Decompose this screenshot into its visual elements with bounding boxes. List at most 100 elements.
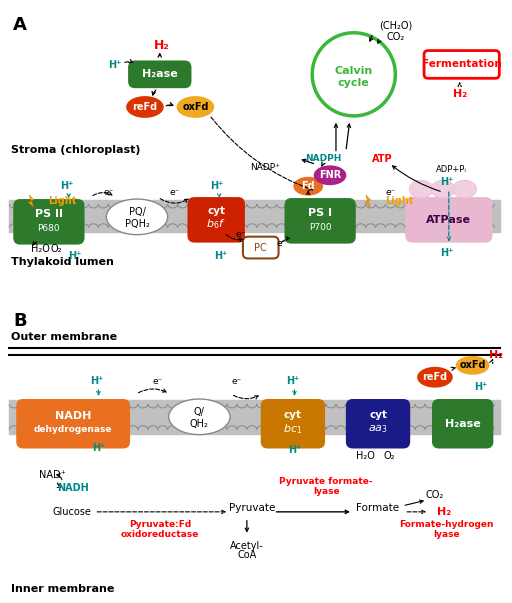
Text: NADH: NADH	[55, 411, 91, 421]
Ellipse shape	[177, 96, 214, 118]
Text: Outer membrane: Outer membrane	[11, 332, 117, 342]
Ellipse shape	[409, 180, 433, 198]
Text: Inner membrane: Inner membrane	[11, 584, 115, 594]
Text: Acetyl-: Acetyl-	[230, 540, 264, 551]
Text: H₂: H₂	[154, 39, 169, 52]
Text: H₂ase: H₂ase	[142, 69, 178, 80]
Text: Pyruvate:Fd: Pyruvate:Fd	[129, 520, 191, 529]
Text: Light: Light	[386, 196, 414, 206]
Text: e⁻: e⁻	[232, 377, 242, 386]
Text: reFd: reFd	[133, 102, 158, 112]
Polygon shape	[28, 195, 34, 207]
Text: P700: P700	[309, 223, 331, 232]
Text: oxFd: oxFd	[459, 361, 486, 370]
FancyBboxPatch shape	[432, 399, 494, 449]
Text: QH₂: QH₂	[190, 418, 209, 429]
Text: e⁻: e⁻	[153, 377, 163, 386]
Text: Thylakoid lumen: Thylakoid lumen	[11, 257, 114, 267]
Ellipse shape	[453, 180, 477, 198]
Text: ATP: ATP	[372, 154, 393, 165]
Text: H₂: H₂	[489, 350, 503, 361]
Ellipse shape	[106, 199, 168, 235]
Text: PS II: PS II	[35, 209, 63, 219]
Text: oxidoreductase: oxidoreductase	[121, 530, 199, 539]
FancyBboxPatch shape	[243, 236, 279, 259]
Text: reFd: reFd	[422, 372, 447, 382]
Text: Fermentation: Fermentation	[422, 60, 502, 69]
Text: PQH₂: PQH₂	[124, 219, 150, 229]
Text: e⁻: e⁻	[103, 188, 114, 197]
Text: H⁺: H⁺	[92, 443, 105, 453]
Text: H₂: H₂	[437, 507, 451, 517]
Text: e⁻: e⁻	[386, 188, 396, 197]
Text: Formate: Formate	[356, 503, 399, 513]
Text: H⁺: H⁺	[286, 376, 299, 386]
Text: H⁺: H⁺	[474, 382, 487, 392]
Text: ADP+Pᵢ: ADP+Pᵢ	[436, 165, 467, 174]
Text: H₂: H₂	[453, 89, 467, 99]
Text: CoA: CoA	[237, 551, 257, 560]
FancyBboxPatch shape	[285, 198, 356, 244]
FancyBboxPatch shape	[424, 51, 499, 78]
Text: cyt: cyt	[207, 206, 225, 216]
Text: O₂: O₂	[50, 244, 61, 253]
Text: cyt: cyt	[284, 410, 302, 420]
Text: Pyruvate: Pyruvate	[229, 503, 275, 513]
Polygon shape	[365, 195, 371, 207]
Ellipse shape	[431, 180, 455, 198]
Text: Fd: Fd	[302, 181, 315, 191]
Ellipse shape	[417, 367, 453, 388]
Text: Pyruvate formate-: Pyruvate formate-	[279, 476, 373, 485]
Text: lyase: lyase	[313, 487, 339, 496]
Text: e⁻: e⁻	[236, 230, 246, 239]
Text: NADPH: NADPH	[305, 154, 342, 163]
FancyBboxPatch shape	[128, 60, 191, 88]
Text: lyase: lyase	[434, 530, 460, 539]
Text: $bc_1$: $bc_1$	[283, 422, 303, 435]
Text: Light: Light	[48, 196, 76, 206]
Text: Q/: Q/	[194, 407, 205, 417]
Text: H⁺: H⁺	[440, 177, 454, 187]
FancyBboxPatch shape	[13, 199, 84, 245]
Text: Formate-hydrogen: Formate-hydrogen	[399, 520, 494, 529]
Text: dehydrogenase: dehydrogenase	[34, 425, 113, 434]
Ellipse shape	[456, 356, 489, 374]
Text: H₂ase: H₂ase	[445, 418, 481, 429]
Text: $aa_3$: $aa_3$	[368, 423, 388, 435]
FancyBboxPatch shape	[16, 399, 130, 449]
Ellipse shape	[126, 96, 164, 118]
FancyBboxPatch shape	[187, 197, 245, 242]
Text: $b_6f$: $b_6f$	[206, 217, 226, 231]
Text: (CH₂O): (CH₂O)	[379, 21, 412, 31]
Text: H⁺: H⁺	[440, 247, 454, 257]
Text: cyt: cyt	[369, 410, 387, 420]
Ellipse shape	[293, 177, 323, 195]
Text: ATPase: ATPase	[426, 215, 472, 225]
Text: P680: P680	[37, 224, 60, 233]
Text: Calvin: Calvin	[335, 66, 373, 77]
Text: B: B	[13, 312, 27, 330]
Text: cycle: cycle	[338, 78, 370, 88]
Text: H₂O: H₂O	[356, 452, 375, 461]
Text: H⁺: H⁺	[215, 251, 228, 262]
Text: CO₂: CO₂	[386, 32, 404, 42]
Text: FNR: FNR	[319, 170, 341, 180]
Text: NADP⁺: NADP⁺	[250, 163, 280, 172]
Text: H⁺: H⁺	[288, 446, 301, 455]
Text: Glucose: Glucose	[53, 507, 92, 517]
Text: PS I: PS I	[308, 208, 332, 218]
Text: CO₂: CO₂	[426, 490, 444, 500]
Text: PQ/: PQ/	[129, 207, 145, 217]
FancyBboxPatch shape	[406, 197, 493, 242]
Text: H⁺: H⁺	[210, 181, 224, 191]
Text: O₂: O₂	[383, 452, 395, 461]
Text: e⁻: e⁻	[169, 188, 180, 197]
Ellipse shape	[314, 165, 346, 185]
Text: H⁺: H⁺	[68, 251, 81, 262]
Text: NAD⁺: NAD⁺	[39, 470, 66, 480]
Ellipse shape	[168, 399, 230, 435]
FancyBboxPatch shape	[346, 399, 410, 449]
Text: e⁻: e⁻	[276, 239, 287, 248]
Text: PC: PC	[254, 242, 267, 253]
Text: oxFd: oxFd	[182, 102, 209, 112]
